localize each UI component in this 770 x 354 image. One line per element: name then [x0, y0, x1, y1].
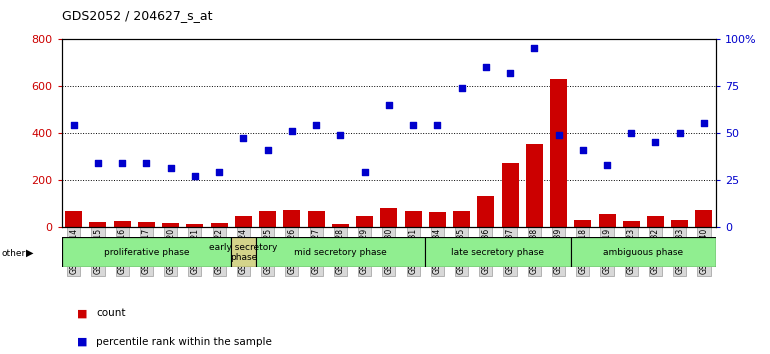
- Text: proliferative phase: proliferative phase: [104, 248, 189, 257]
- Text: percentile rank within the sample: percentile rank within the sample: [96, 337, 272, 347]
- Bar: [526, 144, 543, 227]
- Point: [334, 132, 346, 137]
- Point: [407, 122, 419, 128]
- Point: [189, 173, 201, 179]
- Point: [140, 160, 152, 166]
- Bar: [695, 210, 712, 227]
- Bar: [308, 211, 325, 227]
- Bar: [571, 237, 716, 267]
- Bar: [231, 237, 256, 267]
- Point: [310, 122, 323, 128]
- Bar: [211, 223, 228, 227]
- Text: other: other: [2, 249, 25, 258]
- Text: early secretory
phase: early secretory phase: [209, 242, 278, 262]
- Point: [552, 132, 564, 137]
- Bar: [598, 214, 615, 227]
- Bar: [186, 224, 203, 227]
- Point: [359, 169, 371, 175]
- Bar: [114, 221, 131, 227]
- Point: [213, 169, 226, 175]
- Point: [455, 85, 467, 91]
- Bar: [550, 79, 567, 227]
- Bar: [259, 211, 276, 227]
- Bar: [574, 219, 591, 227]
- Bar: [138, 222, 155, 227]
- Point: [649, 139, 661, 145]
- Point: [674, 130, 686, 136]
- Point: [504, 70, 516, 75]
- Text: ■: ■: [77, 337, 88, 347]
- Point: [286, 128, 298, 134]
- Point: [480, 64, 492, 70]
- Bar: [425, 237, 571, 267]
- Bar: [89, 222, 106, 227]
- Text: GDS2052 / 204627_s_at: GDS2052 / 204627_s_at: [62, 9, 212, 22]
- Point: [383, 102, 395, 108]
- Text: late secretory phase: late secretory phase: [451, 248, 544, 257]
- Bar: [332, 224, 349, 227]
- Bar: [453, 211, 470, 227]
- Bar: [623, 221, 640, 227]
- Point: [625, 130, 638, 136]
- Text: ■: ■: [77, 308, 88, 318]
- Bar: [235, 216, 252, 227]
- Bar: [283, 210, 300, 227]
- Point: [68, 122, 80, 128]
- Bar: [380, 208, 397, 227]
- Bar: [256, 237, 425, 267]
- Bar: [356, 216, 373, 227]
- Bar: [647, 216, 664, 227]
- Point: [116, 160, 129, 166]
- Bar: [65, 211, 82, 227]
- Bar: [429, 212, 446, 227]
- Bar: [477, 196, 494, 227]
- Point: [528, 46, 541, 51]
- Bar: [162, 223, 179, 227]
- Bar: [501, 163, 518, 227]
- Point: [237, 136, 249, 141]
- Point: [431, 122, 444, 128]
- Point: [601, 162, 613, 167]
- Point: [698, 120, 710, 126]
- Bar: [62, 237, 231, 267]
- Text: count: count: [96, 308, 126, 318]
- Point: [577, 147, 589, 153]
- Point: [262, 147, 274, 153]
- Point: [92, 160, 104, 166]
- Bar: [671, 219, 688, 227]
- Text: mid secretory phase: mid secretory phase: [294, 248, 387, 257]
- Text: ambiguous phase: ambiguous phase: [604, 248, 684, 257]
- Bar: [404, 211, 421, 227]
- Text: ▶: ▶: [26, 248, 34, 258]
- Point: [165, 166, 177, 171]
